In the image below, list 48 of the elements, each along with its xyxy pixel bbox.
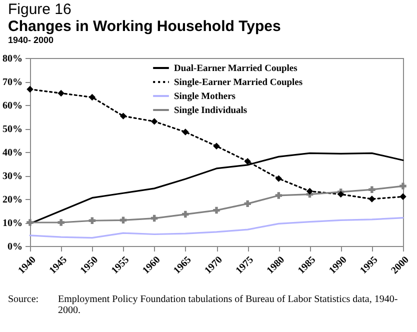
y-tick-label: 30% [2,171,22,182]
x-tick-label: 1950 [78,254,100,276]
y-tick-label: 70% [2,77,22,88]
legend-label: Single Individuals [174,106,248,116]
point [150,118,158,125]
point [26,219,34,226]
point [150,214,158,222]
caption: Figure 16 [7,0,72,18]
y-tick-label: 0% [8,242,22,252]
text: Source: Employment Policy Foundation tabulations of Bureau of Labor Statistics data, 1940-2000. [8,294,398,316]
point [213,206,220,214]
point [182,128,189,136]
point [120,216,127,224]
y-tick-label: 60% [2,100,22,112]
point [244,200,251,208]
point [368,186,376,193]
point [182,210,189,218]
y-tick-label: 40% [2,148,22,158]
point [244,158,251,165]
legend-label: Single-Earner Married Couples [174,78,303,88]
x-tick-label: 1980 [265,254,287,276]
point [368,196,376,202]
point [88,94,96,101]
point [58,90,64,97]
point [275,175,282,182]
y-tick-label: 10% [2,218,22,229]
chart-subtitle: 1940- 2000 [7,35,55,45]
point [337,190,344,198]
point [58,219,64,226]
point [400,182,406,190]
point [88,217,96,224]
y-tick-label: 80% [2,54,22,64]
x-tick-label: 1940 [16,254,38,276]
point [26,86,34,93]
point [120,112,127,120]
legend-label: Dual-Earner Married Couples [174,64,298,74]
x-tick-label: 1960 [140,254,163,276]
y-tick-label: 50% [2,124,22,135]
y-tick-label: 20% [2,194,22,206]
line-series [29,217,404,239]
point [306,188,314,195]
legend-label: Single Mothers [174,92,236,102]
chart-title: Changes in Working Household Types [7,18,282,35]
point [400,193,406,200]
x-tick-label: 1990 [327,254,350,276]
x-tick-label: 1970 [202,254,225,276]
point [275,192,282,199]
point [213,142,220,150]
